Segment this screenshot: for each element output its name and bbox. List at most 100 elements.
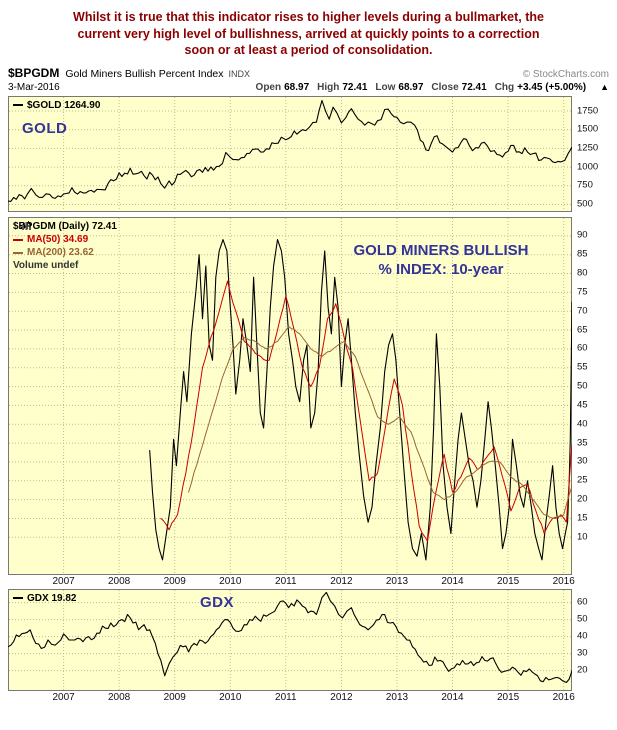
x-axis-years-gdx: 2007 2008 2009 2010 2011 2012 2013 2014 2015 2016 xyxy=(0,691,617,705)
volume-legend-text: Volume undef xyxy=(13,259,79,271)
ma50-line-swatch-icon xyxy=(13,238,23,241)
low-label: Low xyxy=(375,81,396,93)
gdx-legend: GDX 19.82 xyxy=(13,593,76,604)
y-tick-label: 35 xyxy=(577,437,588,449)
x-tick-label: 2011 xyxy=(275,691,297,703)
volume-bars-icon xyxy=(22,221,31,230)
close-value: 72.41 xyxy=(461,81,487,93)
ma200-line-swatch-icon xyxy=(13,251,23,254)
x-tick-label: 2009 xyxy=(163,575,186,587)
up-arrow-icon: ▲ xyxy=(600,82,609,92)
y-tick-label: 750 xyxy=(577,179,593,191)
x-tick-label: 2008 xyxy=(107,575,131,587)
chg-label: Chg xyxy=(494,81,515,93)
x-tick-label: 2013 xyxy=(385,691,409,703)
y-tick-label: 500 xyxy=(577,198,593,210)
y-tick-label: 65 xyxy=(577,324,588,336)
close-pair: Close 72.41 xyxy=(431,82,486,93)
symbol: $BPGDM xyxy=(8,65,60,80)
y-tick-label: 85 xyxy=(577,248,588,260)
close-label: Close xyxy=(431,81,459,93)
gdx-panel: 20 30 40 50 60 GDX 19.82 GDX xyxy=(0,588,617,691)
bpgdm-annotation: GOLD MINERS BULLISH % INDEX: 10-year xyxy=(318,241,564,279)
gdx-label: GDX xyxy=(200,593,235,611)
x-tick-label: 2014 xyxy=(441,575,464,587)
gdx-line-swatch-icon xyxy=(13,597,23,599)
ma50-legend-text: MA(50) 34.69 xyxy=(27,233,89,245)
gold-legend-text: $GOLD 1264.90 xyxy=(27,99,101,111)
chart-header: $BPGDM Gold Miners Bullish Percent Index… xyxy=(8,66,609,80)
y-tick-label: 90 xyxy=(577,229,588,241)
bpgdm-annotation-line-1: GOLD MINERS BULLISH xyxy=(353,241,529,259)
quote-values: Open 68.97 High 72.41 Low 68.97 Close 72.41 … xyxy=(256,82,587,93)
top-annotation: Whilst it is true that this indicator ri… xyxy=(0,0,617,59)
y-tick-label: 1500 xyxy=(577,123,599,135)
y-tick-label: 1000 xyxy=(577,161,599,173)
chg-pair: Chg +3.45 (+5.00%) xyxy=(495,82,586,93)
x-tick-label: 2014 xyxy=(441,691,464,703)
y-tick-label: 30 xyxy=(577,455,588,467)
y-tick-label: 20 xyxy=(577,664,588,676)
y-tick-label: 70 xyxy=(577,305,588,317)
bpgdm-chart xyxy=(8,216,572,575)
copyright: © StockCharts.com xyxy=(522,68,609,80)
y-tick-label: 20 xyxy=(577,493,588,505)
high-pair: High 72.41 xyxy=(317,82,367,93)
bpgdm-y-axis: 10 15 20 25 30 35 40 45 50 55 60 65 70 75 80 85 90 xyxy=(577,217,615,575)
chg-value: +3.45 (+5.00%) xyxy=(517,81,587,93)
bpgdm-legend-ma50: MA(50) 34.69 xyxy=(13,234,117,246)
bpgdm-legend: $BPGDM (Daily) 72.41 MA(50) 34.69 MA(200… xyxy=(13,220,117,272)
gold-y-axis: 500 750 1000 1250 1500 1750 xyxy=(577,96,615,212)
annotation-line-2: current very high level of bullishness, … xyxy=(77,26,540,41)
bpgdm-panel: 10 15 20 25 30 35 40 45 50 55 60 65 70 75 80 85 90 $BPGD… xyxy=(0,216,617,575)
x-tick-label: 2010 xyxy=(219,691,242,703)
x-tick-label: 2012 xyxy=(330,575,353,587)
ma200-legend-text: MA(200) 23.62 xyxy=(27,246,94,258)
bpgdm-legend-volume: Volume undef xyxy=(13,221,117,272)
x-tick-label: 2009 xyxy=(163,691,186,703)
y-tick-label: 30 xyxy=(577,647,588,659)
quote-date: 3-Mar-2016 xyxy=(8,81,60,93)
exchange: INDX xyxy=(228,68,251,79)
bpgdm-annotation-line-2: % INDEX: 10-year xyxy=(378,260,504,278)
x-tick-label: 2007 xyxy=(52,575,75,587)
y-tick-label: 75 xyxy=(577,286,588,298)
annotation-line-3: soon or at least a period of consolidati… xyxy=(184,43,433,57)
gdx-y-axis: 20 30 40 50 60 xyxy=(577,589,615,691)
y-tick-label: 10 xyxy=(577,531,588,543)
gold-panel: 500 750 1000 1250 1500 1750 $GOLD 1264.90 GOL… xyxy=(0,95,617,212)
x-axis-years-main: 2007 2008 2009 2010 2011 2012 2013 2014 2015 2016 xyxy=(0,575,617,589)
y-tick-label: 45 xyxy=(577,399,588,411)
x-tick-label: 2015 xyxy=(496,691,520,703)
high-value: 72.41 xyxy=(342,81,368,93)
open-value: 68.97 xyxy=(284,81,310,93)
y-tick-label: 60 xyxy=(577,342,588,354)
gdx-legend-text: GDX 19.82 xyxy=(27,592,77,604)
y-tick-label: 25 xyxy=(577,474,588,486)
low-value: 68.97 xyxy=(398,81,424,93)
x-tick-label: 2016 xyxy=(552,575,575,587)
gdx-chart xyxy=(8,588,572,691)
y-tick-label: 1750 xyxy=(577,105,599,116)
gold-label: GOLD xyxy=(22,119,68,137)
symbol-name: Gold Miners Bullish Percent Index xyxy=(65,67,224,80)
open-label: Open xyxy=(255,81,282,93)
bpgdm-legend-main-text: $BPGDM (Daily) 72.41 xyxy=(13,220,117,232)
x-tick-label: 2007 xyxy=(52,691,75,703)
x-tick-label: 2013 xyxy=(385,575,409,587)
y-tick-label: 40 xyxy=(577,630,588,642)
quote-row: 3-Mar-2016 Open 68.97 High 72.41 Low 68.97 … xyxy=(8,82,609,93)
x-tick-label: 2015 xyxy=(496,575,520,587)
gold-line-swatch-icon xyxy=(13,104,23,106)
x-tick-label: 2011 xyxy=(275,575,297,587)
bpgdm-legend-ma200: MA(200) 23.62 xyxy=(13,247,117,259)
y-tick-label: 15 xyxy=(577,512,588,524)
y-tick-label: 50 xyxy=(577,380,588,392)
x-tick-label: 2016 xyxy=(552,691,575,703)
gold-chart xyxy=(8,95,572,212)
high-label: High xyxy=(317,81,340,93)
gold-legend: $GOLD 1264.90 xyxy=(13,100,100,111)
x-tick-label: 2008 xyxy=(107,691,131,703)
y-tick-label: 60 xyxy=(577,596,588,608)
